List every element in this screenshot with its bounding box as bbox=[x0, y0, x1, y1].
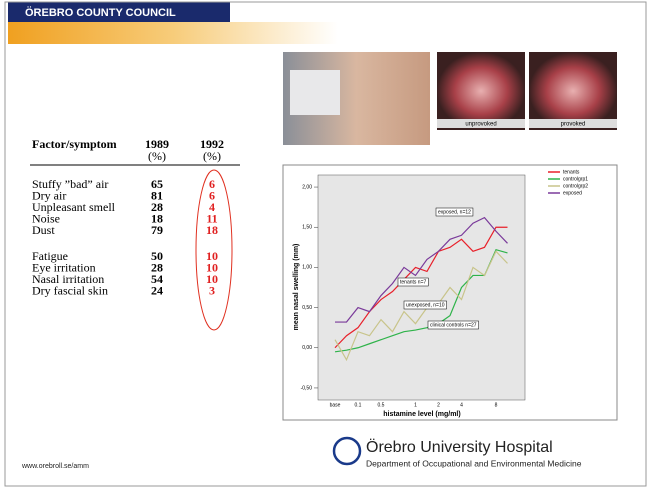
logo-subtitle: Department of Occupational and Environme… bbox=[366, 458, 582, 468]
photo-device bbox=[290, 70, 340, 115]
table-value: 24 bbox=[151, 284, 163, 298]
x-tick-label: 0.5 bbox=[378, 402, 385, 408]
y-tick-label: 2,00 bbox=[302, 184, 312, 190]
annotation: tenants n=7 bbox=[400, 279, 426, 285]
logo-title: Örebro University Hospital bbox=[366, 438, 553, 456]
endoscopy-image bbox=[529, 52, 617, 130]
footer-url: www.orebroll.se/amm bbox=[21, 463, 89, 470]
x-axis-label: histamine level (mg/ml) bbox=[383, 411, 460, 418]
y-tick-label: 1,50 bbox=[302, 225, 312, 231]
table-label: Dry fascial skin bbox=[32, 284, 108, 298]
image-caption: provoked bbox=[561, 122, 586, 128]
table-value: 79 bbox=[151, 223, 163, 237]
table-value: 3 bbox=[209, 284, 215, 298]
legend-label: tenants bbox=[563, 169, 580, 175]
page: ÖREBRO COUNTY COUNCIL unprovoked provoke… bbox=[0, 0, 651, 490]
annotation: clinical controls n=27 bbox=[430, 322, 477, 328]
image-caption: unprovoked bbox=[465, 122, 496, 128]
y-tick-label: 0,50 bbox=[302, 305, 312, 311]
x-tick-label: base bbox=[330, 402, 341, 408]
header-title: ÖREBRO COUNTY COUNCIL bbox=[25, 6, 176, 19]
annotation: unexposed, n=10 bbox=[406, 302, 445, 308]
x-tick-label: 2 bbox=[437, 402, 440, 408]
table-header: Factor/symptom bbox=[32, 137, 117, 151]
endoscopy-image bbox=[437, 52, 525, 130]
header-stripe bbox=[8, 22, 338, 44]
legend-label: exposed bbox=[563, 190, 582, 196]
legend-label: controlgrp2 bbox=[563, 183, 588, 189]
table-unit: (%) bbox=[148, 149, 166, 163]
x-tick-label: 4 bbox=[460, 402, 463, 408]
annotation: exposed, n=12 bbox=[438, 209, 471, 215]
y-axis-label: mean nasal swelling (mm) bbox=[293, 244, 300, 331]
y-tick-label: 1,00 bbox=[302, 265, 312, 271]
legend-label: controlgrp1 bbox=[563, 176, 588, 182]
x-tick-label: 8 bbox=[495, 402, 498, 408]
plot-area bbox=[318, 175, 525, 400]
table-label: Dust bbox=[32, 223, 55, 237]
y-tick-label: 0,00 bbox=[302, 345, 312, 351]
slide: ÖREBRO COUNTY COUNCIL unprovoked provoke… bbox=[0, 0, 651, 490]
y-tick-label: -0,50 bbox=[301, 385, 313, 391]
table-value: 18 bbox=[206, 223, 218, 237]
x-tick-label: 0.1 bbox=[355, 402, 362, 408]
table-unit: (%) bbox=[203, 149, 221, 163]
x-tick-label: 1 bbox=[414, 402, 417, 408]
